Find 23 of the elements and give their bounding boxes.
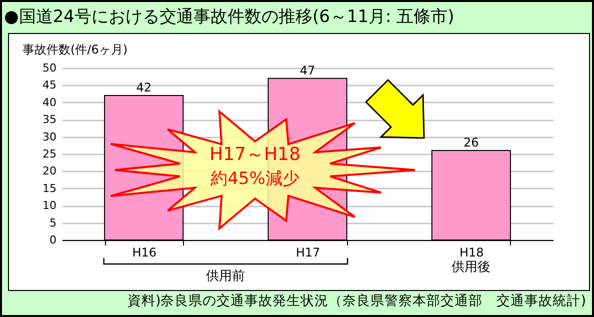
data-label: 26 — [464, 136, 479, 150]
text: 供用後 — [452, 259, 491, 276]
x-tick-label: H17 — [296, 246, 320, 260]
y-tick-label: 45 — [42, 78, 56, 92]
chart-title: ●国道24号における交通事故件数の推移(6～11月: 五條市) — [4, 6, 454, 28]
y-axis-title: 事故件数(件/6ヶ月) — [22, 42, 128, 56]
y-tick-label: 50 — [42, 62, 56, 74]
text: 資料)奈良県の交通事故発生状況（奈良県警察本部交通部 交通事故統計) — [127, 292, 586, 310]
x-tick-label: H16 — [132, 246, 156, 260]
y-tick-label: 0 — [50, 234, 56, 246]
y-tick-label: 10 — [42, 199, 56, 212]
y-tick-label: 5 — [50, 216, 56, 230]
data-label: 47 — [300, 63, 316, 78]
y-tick-label: 25 — [42, 148, 56, 160]
y-tick-label: 35 — [42, 113, 56, 126]
y-tick-label: 15 — [42, 182, 56, 195]
x-tick-label: H18 — [460, 246, 484, 260]
y-tick-label: 40 — [42, 96, 56, 109]
y-tick-label: 20 — [42, 164, 56, 178]
data-label: 42 — [136, 80, 152, 95]
y-tick-label: 30 — [42, 130, 56, 144]
text: 供用前 — [206, 268, 246, 285]
annotation: H17～H18 約45%減少 — [210, 144, 300, 189]
